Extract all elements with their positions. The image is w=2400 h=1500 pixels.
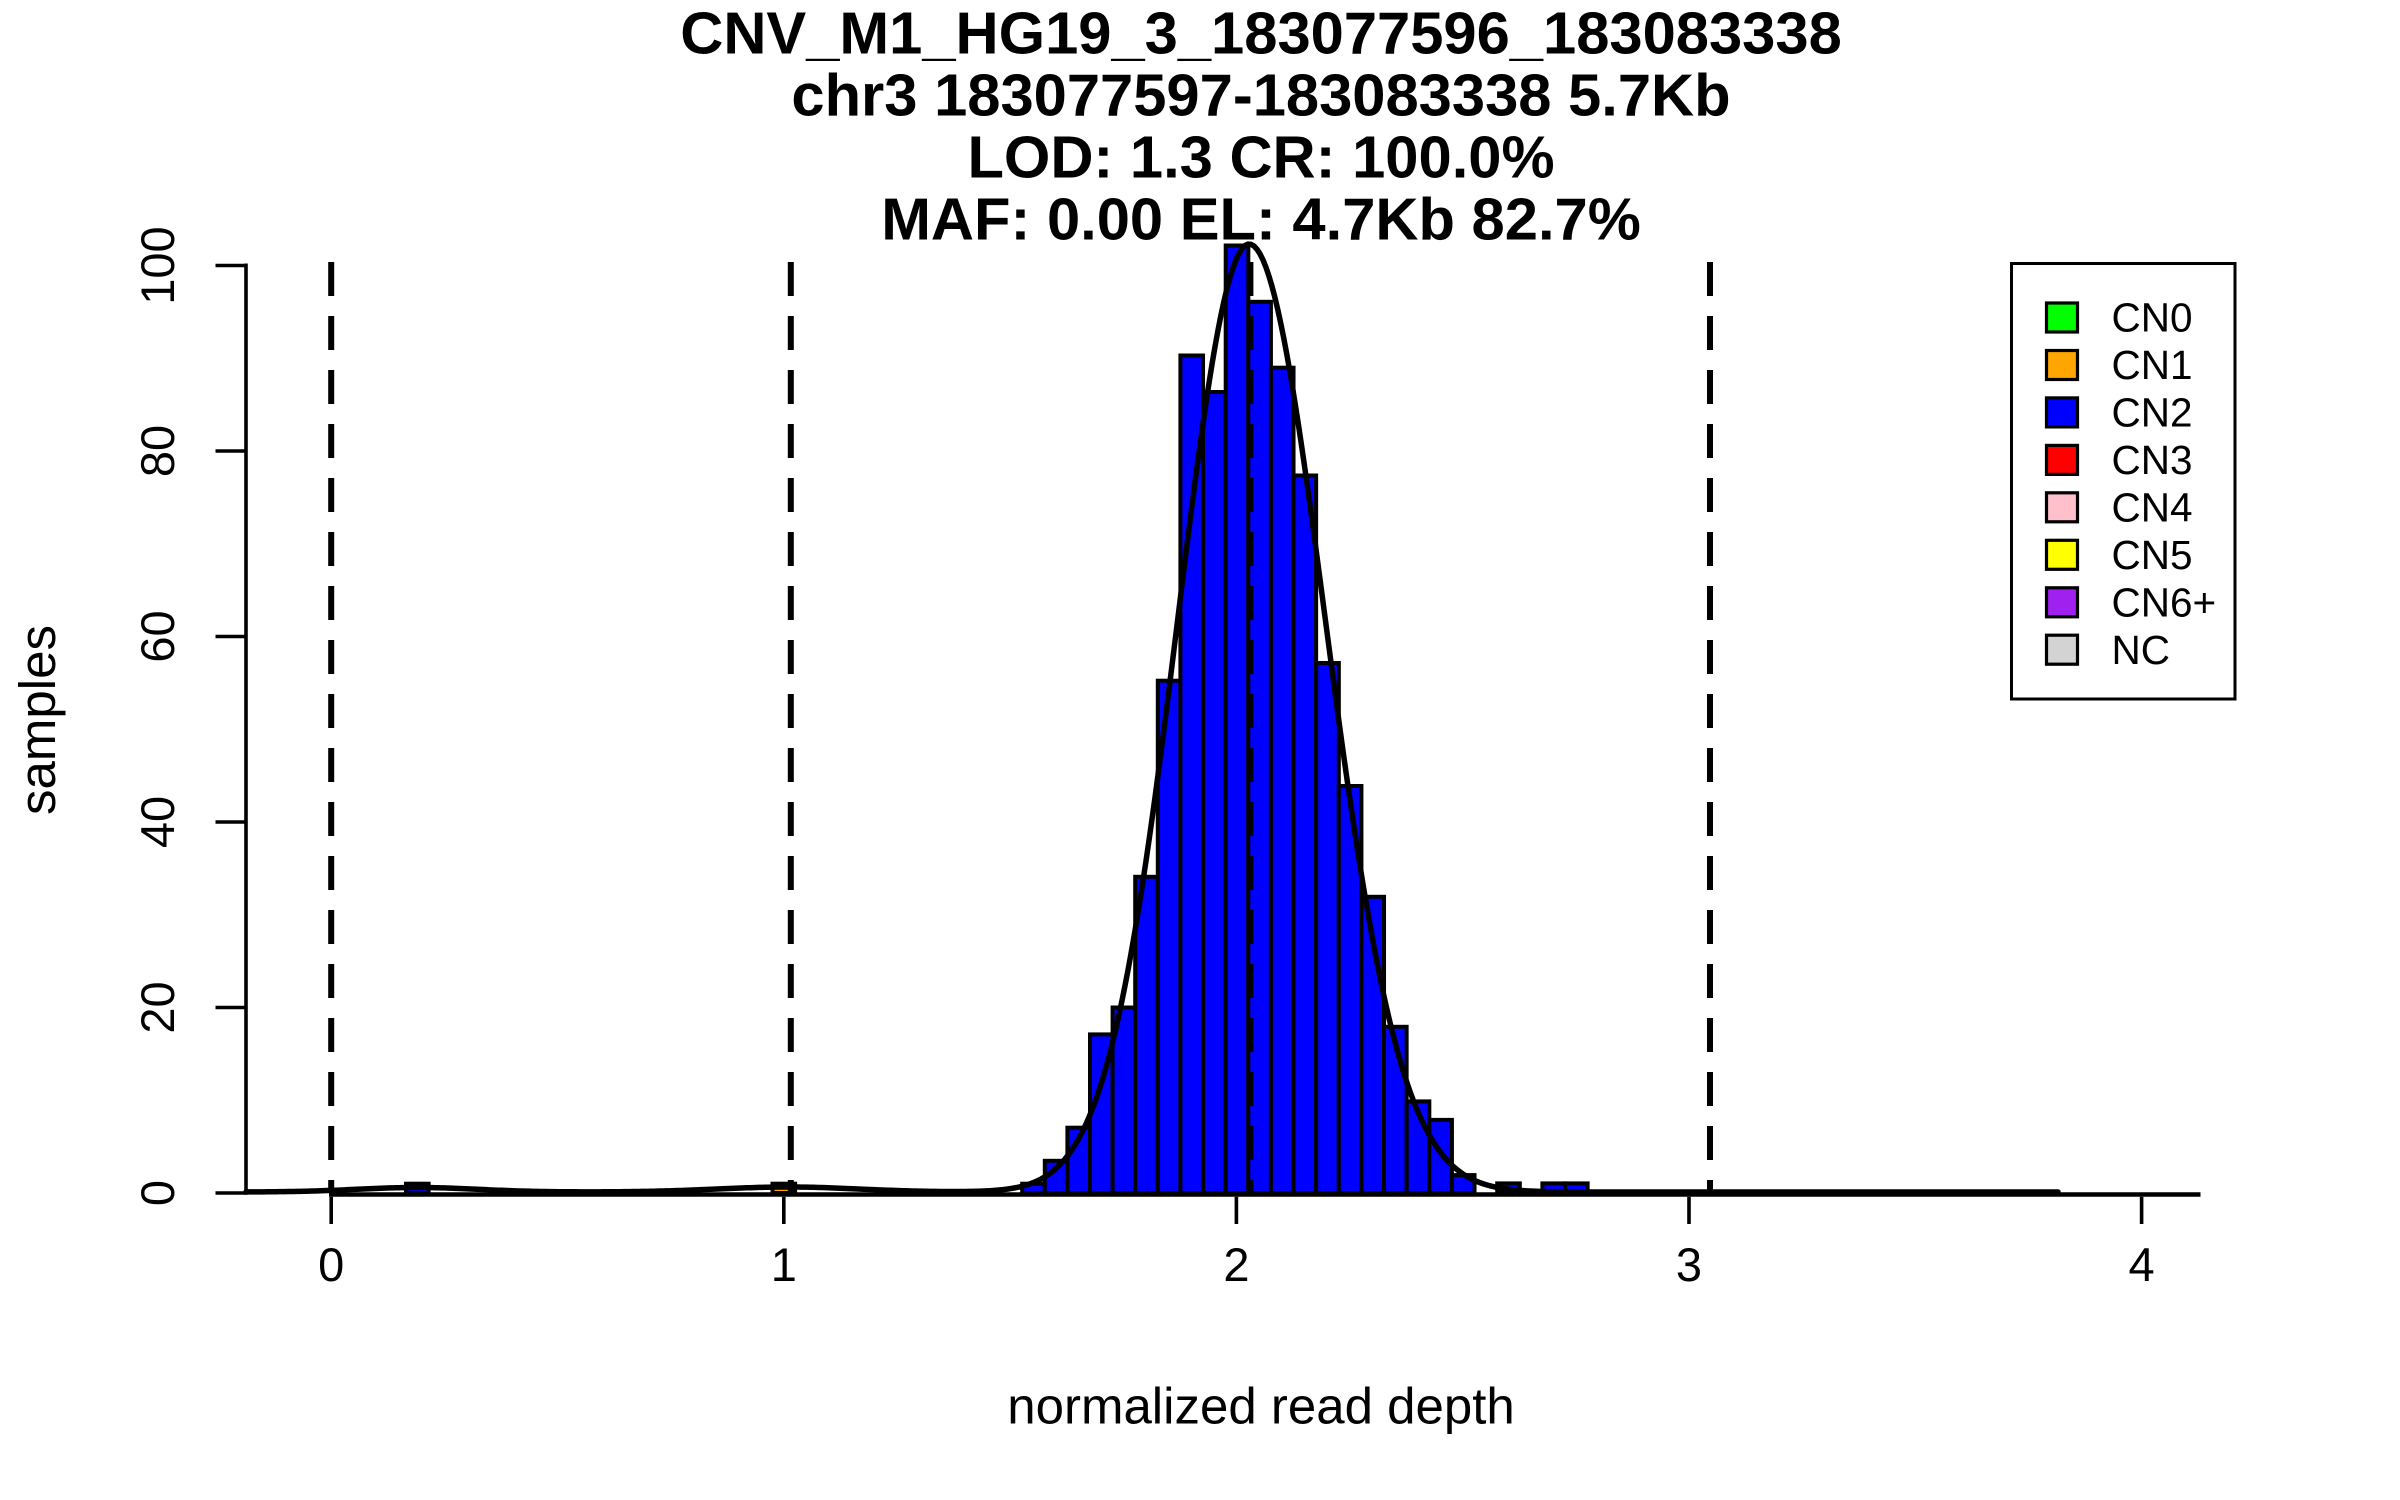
svg-text:NC: NC	[2112, 627, 2171, 673]
svg-text:0: 0	[318, 1238, 344, 1291]
svg-text:CN3: CN3	[2112, 437, 2193, 483]
svg-text:chr3 183077597-183083338 5.7Kb: chr3 183077597-183083338 5.7Kb	[791, 62, 1730, 129]
svg-text:80: 80	[131, 425, 184, 477]
svg-text:CN6+: CN6+	[2112, 580, 2217, 626]
svg-text:samples: samples	[9, 625, 66, 815]
svg-text:CN5: CN5	[2112, 532, 2193, 578]
svg-text:MAF: 0.00 EL: 4.7Kb 82.7%: MAF: 0.00 EL: 4.7Kb 82.7%	[881, 186, 1641, 253]
svg-text:2: 2	[1223, 1238, 1249, 1291]
svg-text:1: 1	[771, 1238, 797, 1291]
svg-text:CN0: CN0	[2112, 295, 2193, 341]
svg-text:LOD: 1.3 CR: 100.0%: LOD: 1.3 CR: 100.0%	[967, 124, 1554, 191]
svg-text:CN4: CN4	[2112, 485, 2193, 531]
svg-text:CNV_M1_HG19_3_183077596_183083: CNV_M1_HG19_3_183077596_183083338	[680, 0, 1842, 67]
svg-text:3: 3	[1676, 1238, 1702, 1291]
svg-text:40: 40	[131, 796, 184, 848]
svg-text:normalized read depth: normalized read depth	[1007, 1378, 1515, 1435]
svg-text:100: 100	[131, 226, 184, 304]
svg-text:60: 60	[131, 610, 184, 662]
svg-text:20: 20	[131, 981, 184, 1033]
svg-text:CN1: CN1	[2112, 342, 2193, 388]
svg-text:0: 0	[131, 1180, 184, 1206]
svg-text:4: 4	[2129, 1238, 2155, 1291]
svg-text:CN2: CN2	[2112, 390, 2193, 436]
